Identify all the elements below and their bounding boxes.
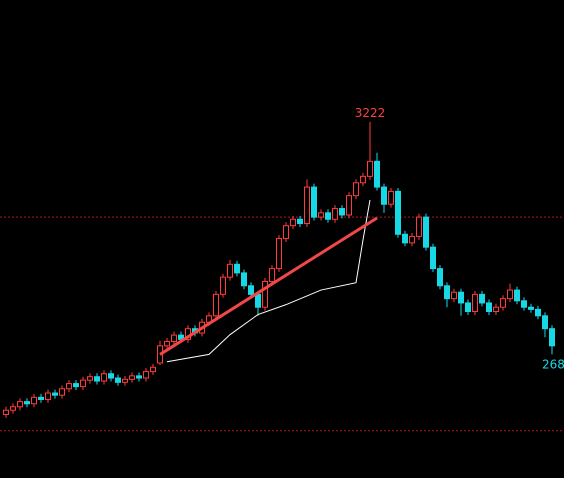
candle-body [220, 276, 226, 295]
candle-body [87, 376, 93, 381]
candle-body [31, 396, 37, 405]
candle-body [514, 289, 520, 302]
candle-body [367, 160, 373, 177]
candle-body [472, 293, 478, 313]
candle-body [24, 401, 30, 405]
candle-body [430, 246, 436, 270]
candle-body [346, 195, 352, 216]
candle-body [164, 341, 170, 347]
candle-body [122, 378, 128, 383]
candle-body [416, 216, 422, 237]
candle-body [248, 285, 254, 295]
candle-body [3, 409, 9, 415]
candle-body [493, 306, 499, 313]
candle-body [150, 366, 156, 373]
candle-body [507, 289, 513, 300]
candle-body [290, 218, 296, 227]
candle-body [10, 406, 16, 411]
candle-body [38, 396, 44, 400]
candle-body [297, 218, 303, 225]
candle-body [479, 293, 485, 304]
candle-body [528, 306, 534, 310]
candle-body [542, 315, 548, 330]
overlay-line [159, 216, 378, 356]
candle-body [353, 182, 359, 197]
candle-body [283, 225, 289, 240]
candle-body [276, 238, 282, 270]
candle-body [108, 373, 114, 379]
candle-body [80, 379, 86, 388]
candle-body [535, 308, 541, 317]
candle-body [234, 263, 240, 274]
candle-body [521, 300, 527, 308]
candle-body [178, 334, 184, 340]
candle-body [59, 388, 65, 396]
candle-body [136, 375, 142, 379]
candle-body [423, 216, 429, 248]
candle-body [304, 186, 310, 225]
candle-body [52, 392, 58, 396]
candle-body [101, 373, 107, 382]
candle-body [255, 293, 261, 308]
candle-body [374, 160, 380, 188]
candle-body [500, 298, 506, 308]
candle-body [395, 190, 401, 235]
candle-body [143, 371, 149, 379]
low-label: 268 [542, 357, 564, 371]
candle-body [388, 190, 394, 205]
candle-body [451, 291, 457, 300]
candle-body [129, 375, 135, 380]
candle-body [325, 212, 331, 220]
overlay-line [166, 199, 371, 363]
candle-body [486, 302, 492, 313]
candle-body [360, 175, 366, 184]
high-label: 3222 [355, 106, 386, 120]
candle-body [17, 401, 23, 408]
candle-body [45, 392, 51, 400]
candle-body [381, 186, 387, 205]
candle-body [262, 280, 268, 308]
candle-body [458, 291, 464, 304]
candle-body [409, 235, 415, 244]
candle-body [332, 208, 338, 220]
candle-body [549, 328, 555, 347]
candle-body [402, 233, 408, 244]
candle-body [73, 383, 79, 388]
candle-body [465, 302, 471, 313]
candle-body [241, 272, 247, 287]
candle-body [318, 212, 324, 218]
candle-body [269, 268, 275, 282]
candle-body [94, 376, 100, 382]
candle-body [437, 268, 443, 287]
candle-body [171, 334, 177, 343]
candle-body [115, 377, 121, 383]
candle-body [311, 186, 317, 218]
candle-body [213, 293, 219, 317]
candle-body [66, 383, 72, 390]
candle-body [444, 285, 450, 300]
candle-body [339, 208, 345, 216]
candle-body [227, 263, 233, 278]
